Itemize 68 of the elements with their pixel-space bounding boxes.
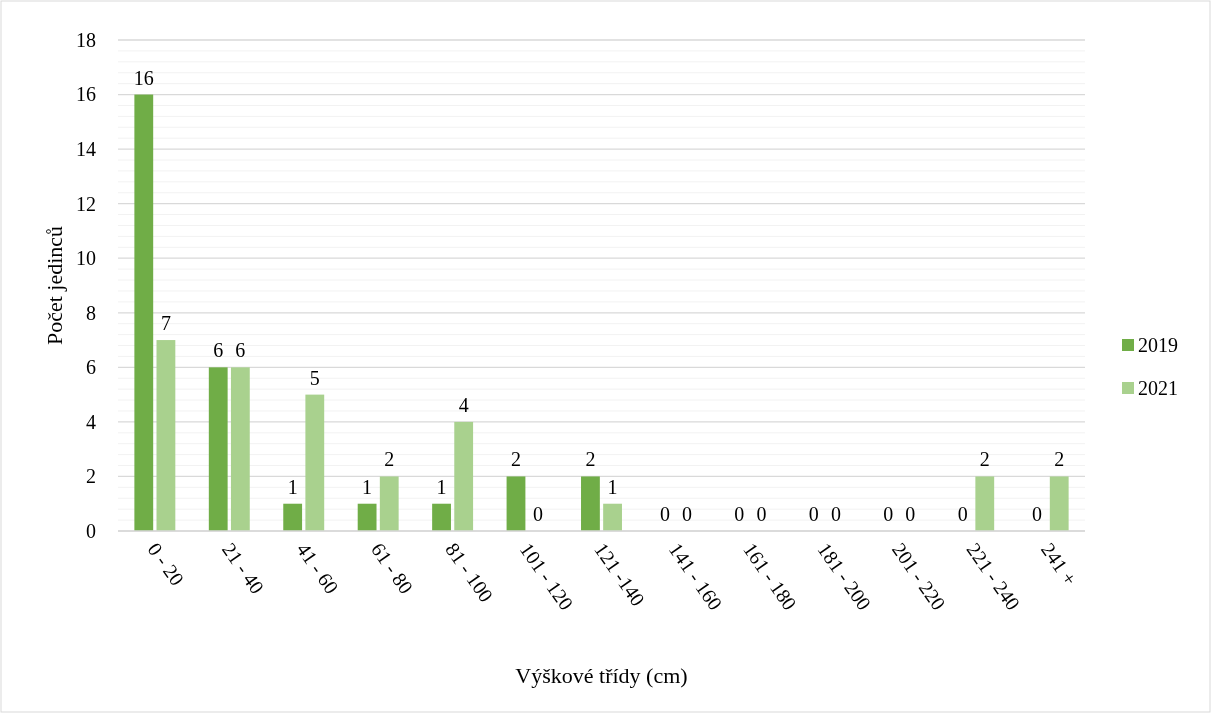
data-label: 2 — [1054, 448, 1065, 471]
bar — [357, 503, 377, 531]
y-tick-label: 10 — [76, 247, 96, 270]
y-tick-label: 16 — [76, 83, 96, 106]
data-label: 2 — [585, 448, 596, 471]
x-tick-label: 41 - 60 — [292, 538, 343, 598]
y-tick-label: 0 — [86, 519, 96, 542]
data-label: 2 — [979, 448, 990, 471]
data-label: 2 — [384, 448, 395, 471]
data-label: 0 — [883, 503, 894, 525]
bar — [156, 340, 176, 531]
data-label: 1 — [607, 475, 618, 498]
x-tick-label: 161 - 180 — [739, 538, 802, 615]
y-tick-label: 12 — [76, 192, 96, 215]
data-label: 0 — [905, 503, 916, 525]
x-tick-label: 241 + — [1036, 538, 1082, 590]
y-tick-label: 14 — [76, 138, 96, 161]
x-tick-label: 221 - 240 — [962, 538, 1025, 615]
data-label: 0 — [957, 503, 968, 525]
x-tick-label: 61 - 80 — [366, 538, 418, 598]
bar — [283, 503, 303, 531]
bar — [305, 394, 325, 531]
bar — [1049, 476, 1069, 531]
bar — [975, 476, 995, 531]
bar — [454, 421, 474, 531]
x-tick-label: 21 - 40 — [218, 538, 269, 598]
bar — [603, 503, 622, 531]
x-tick-label: 201 - 220 — [887, 538, 950, 615]
data-label: 6 — [213, 339, 224, 362]
data-label: 5 — [309, 366, 320, 389]
y-tick-label: 18 — [76, 28, 96, 51]
x-tick-label: 181 - 200 — [813, 538, 876, 615]
y-axis-title: Počet jedinců — [42, 225, 67, 346]
legend-label: 2021 — [1138, 377, 1178, 399]
legend-label: 2019 — [1138, 334, 1178, 356]
bar — [230, 367, 250, 531]
y-tick-label: 2 — [86, 465, 96, 488]
y-tick-label: 8 — [86, 301, 96, 324]
bar — [134, 94, 154, 531]
y-tick-label: 6 — [86, 356, 96, 379]
data-label: 0 — [659, 503, 670, 525]
data-label: 0 — [734, 503, 745, 525]
data-label: 7 — [160, 312, 171, 335]
data-label: 0 — [682, 503, 693, 525]
data-label: 0 — [756, 503, 767, 525]
x-tick-label: 101 - 120 — [515, 538, 578, 615]
data-label: 0 — [830, 503, 841, 525]
x-axis-title: Výškové třídy (cm) — [515, 663, 688, 688]
data-label: 0 — [1032, 503, 1043, 525]
bar — [208, 367, 228, 531]
data-label: 1 — [287, 475, 298, 498]
x-tick-label: 121 -140 — [590, 538, 650, 610]
data-label: 16 — [133, 66, 154, 89]
x-tick-label: 141 - 160 — [664, 538, 727, 615]
data-label: 6 — [235, 339, 246, 362]
data-label: 1 — [362, 475, 373, 498]
data-label: 4 — [458, 393, 469, 416]
data-label: 0 — [533, 503, 544, 525]
data-label: 0 — [808, 503, 819, 525]
bar — [379, 476, 399, 531]
data-label: 1 — [436, 475, 447, 498]
data-label: 2 — [510, 448, 521, 471]
x-tick-label: 81 - 100 — [441, 538, 498, 606]
bar — [581, 476, 600, 531]
x-tick-label: 0 - 20 — [143, 538, 189, 590]
bar — [432, 503, 451, 531]
bar — [506, 476, 526, 531]
y-tick-label: 4 — [86, 410, 96, 433]
